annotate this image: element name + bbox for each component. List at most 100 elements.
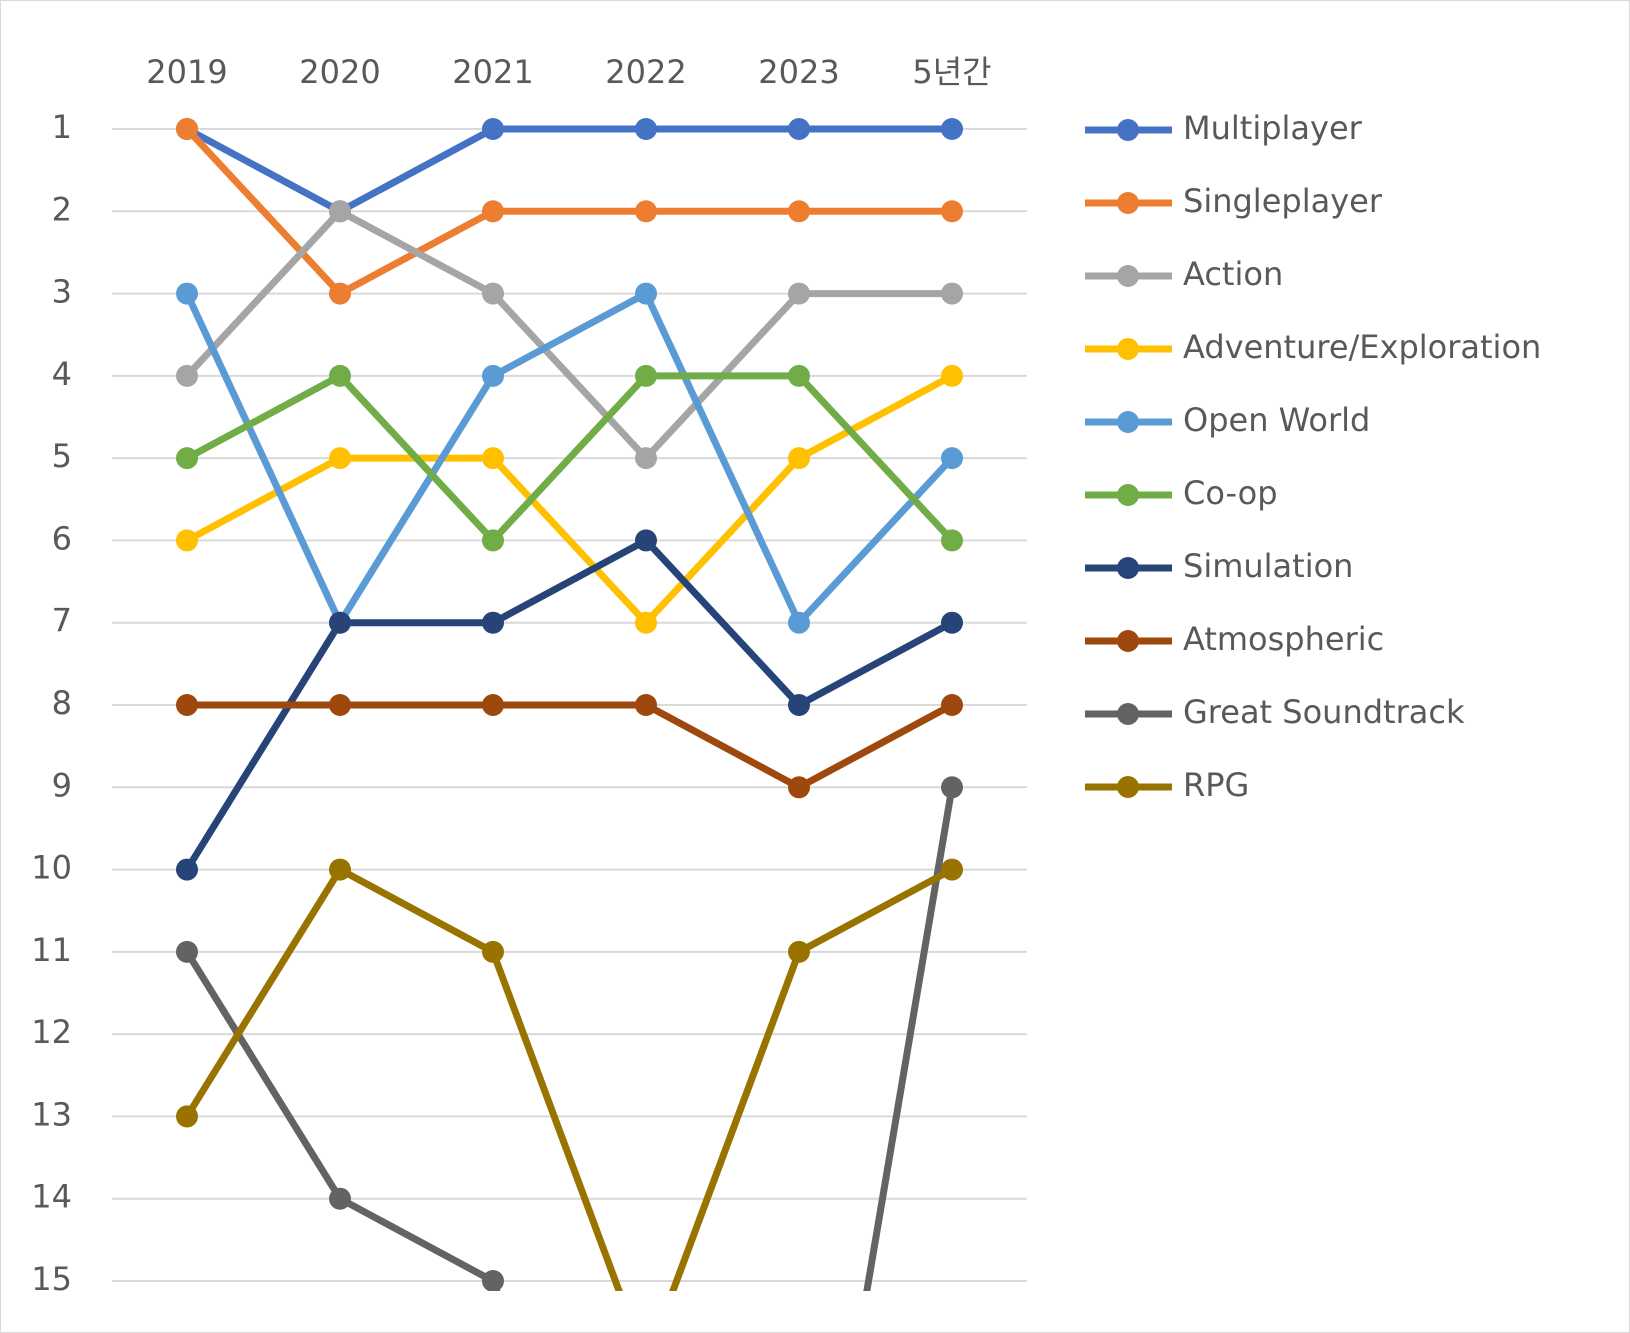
data-point [941, 776, 963, 799]
legend-marker [1117, 338, 1139, 360]
data-point [482, 1270, 504, 1291]
data-point [482, 200, 504, 223]
y-tick-label: 3 [52, 273, 72, 311]
data-point [176, 118, 198, 140]
data-point [635, 118, 657, 140]
data-point [941, 364, 963, 387]
data-point [329, 1187, 351, 1210]
y-tick-label: 8 [52, 684, 72, 722]
y-tick-label: 4 [52, 355, 72, 393]
data-point [788, 776, 810, 799]
data-point [176, 858, 198, 881]
data-point [176, 694, 198, 716]
series-line [184, 207, 952, 462]
series-line [184, 866, 954, 1291]
x-tick-label: 2021 [452, 53, 533, 91]
data-point [482, 118, 504, 140]
y-tick-label: 9 [52, 766, 72, 804]
y-tick-label: 15 [31, 1260, 72, 1298]
series-line [185, 125, 952, 215]
data-point [941, 118, 963, 140]
data-point [176, 529, 198, 552]
data-point [329, 858, 351, 881]
y-tick-label: 13 [31, 1095, 72, 1133]
y-tick-label: 14 [31, 1178, 72, 1216]
data-point [941, 529, 963, 552]
series-line [184, 536, 954, 872]
data-point [635, 694, 657, 716]
data-point [482, 364, 504, 387]
y-tick-label: 2 [52, 190, 72, 228]
data-point [941, 447, 963, 470]
series-line [184, 786, 956, 1291]
y-tick-label: 6 [52, 519, 72, 557]
legend-label: RPG [1183, 766, 1249, 804]
data-point [329, 200, 351, 223]
legend-marker [1117, 630, 1139, 652]
legend-label: Adventure/Exploration [1183, 328, 1541, 366]
data-point [788, 118, 810, 140]
data-point [788, 447, 810, 470]
y-tick-label: 10 [31, 849, 72, 887]
data-point [329, 282, 351, 305]
series-line [185, 372, 954, 627]
data-point [788, 940, 810, 963]
data-point [176, 364, 198, 387]
legend-label: Action [1183, 255, 1283, 293]
data-point [788, 611, 810, 634]
legend-marker [1117, 776, 1139, 798]
data-point [788, 200, 810, 223]
series-line [187, 701, 954, 791]
legend-label: Simulation [1183, 547, 1353, 585]
legend-label: Multiplayer [1183, 109, 1363, 147]
data-point [176, 940, 198, 963]
series-line [183, 290, 955, 627]
data-point [482, 282, 504, 305]
legend-marker [1117, 119, 1139, 141]
data-point [635, 447, 657, 470]
data-point [176, 1105, 198, 1128]
data-point [329, 694, 351, 716]
data-point [635, 200, 657, 223]
data-point [941, 200, 963, 223]
data-point [329, 611, 351, 634]
y-tick-label: 12 [31, 1013, 72, 1051]
legend: Multiplayer Singleplayer Action Adventure/E… [1085, 109, 1541, 804]
data-point [176, 447, 198, 470]
data-point [941, 858, 963, 881]
legend-label: Great Soundtrack [1183, 693, 1465, 731]
x-tick-label: 2020 [299, 53, 380, 91]
data-point [788, 282, 810, 305]
data-point [482, 611, 504, 634]
x-tick-label: 2022 [605, 53, 686, 91]
data-point [482, 447, 504, 470]
legend-label: Open World [1183, 401, 1370, 439]
data-point [635, 282, 657, 305]
x-tick-label: 2019 [146, 53, 227, 91]
x-tick-label: 2023 [758, 53, 839, 91]
y-tick-label: 11 [31, 931, 72, 969]
series-line [184, 126, 952, 298]
data-point [482, 694, 504, 716]
data-point [941, 282, 963, 305]
legend-marker [1117, 265, 1139, 287]
data-point [329, 364, 351, 387]
y-tick-label: 5 [52, 437, 72, 475]
legend-marker [1117, 484, 1139, 506]
series-line [185, 372, 955, 544]
data-point [941, 611, 963, 634]
data-point [635, 611, 657, 634]
legend-marker [1117, 192, 1139, 214]
legend-marker [1117, 411, 1139, 433]
data-point [635, 364, 657, 387]
data-point [482, 529, 504, 552]
data-point [788, 694, 810, 716]
y-tick-label: 7 [52, 602, 72, 640]
legend-label: Singleplayer [1183, 182, 1383, 220]
plot-area [176, 118, 963, 1291]
legend-marker [1117, 557, 1139, 579]
data-point [176, 282, 198, 305]
